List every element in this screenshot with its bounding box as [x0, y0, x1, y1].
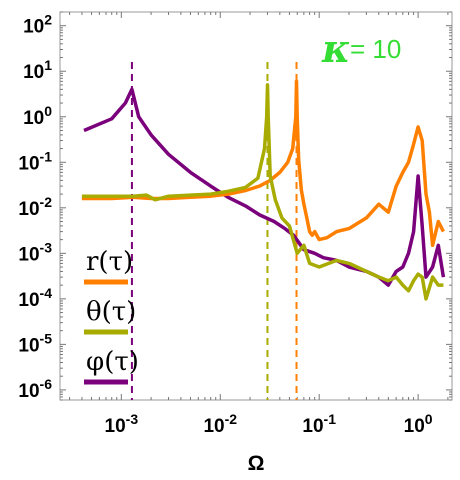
y-tick-label: 100 [23, 103, 52, 129]
y-tick-label: 101 [23, 57, 52, 83]
series-line-2 [83, 87, 446, 287]
y-tick-label: 10-5 [18, 330, 52, 356]
y-tick-labels: 102 101 100 10-1 10-2 10-3 10-4 10-5 10-6 [18, 12, 52, 402]
y-tick-label: 10-3 [18, 239, 52, 265]
x-axis-title: Ω [248, 452, 265, 475]
x-tick-labels: 10-3 10-2 10-1 100 [105, 411, 433, 437]
y-tick-label: 102 [23, 12, 52, 38]
x-tick-label: 10-3 [105, 411, 139, 437]
legend-label-1: θ(τ) [86, 297, 136, 327]
legend: r(τ) θ(τ) φ(τ) [84, 247, 139, 385]
annotation: κ = 10 [321, 26, 401, 71]
series-line-1 [81, 83, 444, 301]
x-tick-label: 10-2 [203, 411, 237, 437]
x-tick-label: 100 [404, 411, 433, 437]
y-tick-label: 10-4 [18, 285, 52, 311]
y-tick-label: 10-2 [18, 194, 52, 220]
kappa-value: = 10 [350, 34, 401, 64]
y-tick-label: 10-6 [18, 376, 52, 402]
kappa-symbol: κ [321, 26, 350, 71]
y-tick-label: 10-1 [18, 148, 52, 174]
tick-marks [60, 11, 452, 401]
resonance-lines [130, 62, 298, 400]
legend-label-2: φ(τ) [86, 347, 139, 377]
plot-frame [59, 11, 453, 401]
series-line-0 [81, 79, 445, 248]
x-tick-label: 10-1 [302, 411, 336, 437]
legend-label-0: r(τ) [86, 247, 133, 277]
series-lines [81, 79, 446, 301]
